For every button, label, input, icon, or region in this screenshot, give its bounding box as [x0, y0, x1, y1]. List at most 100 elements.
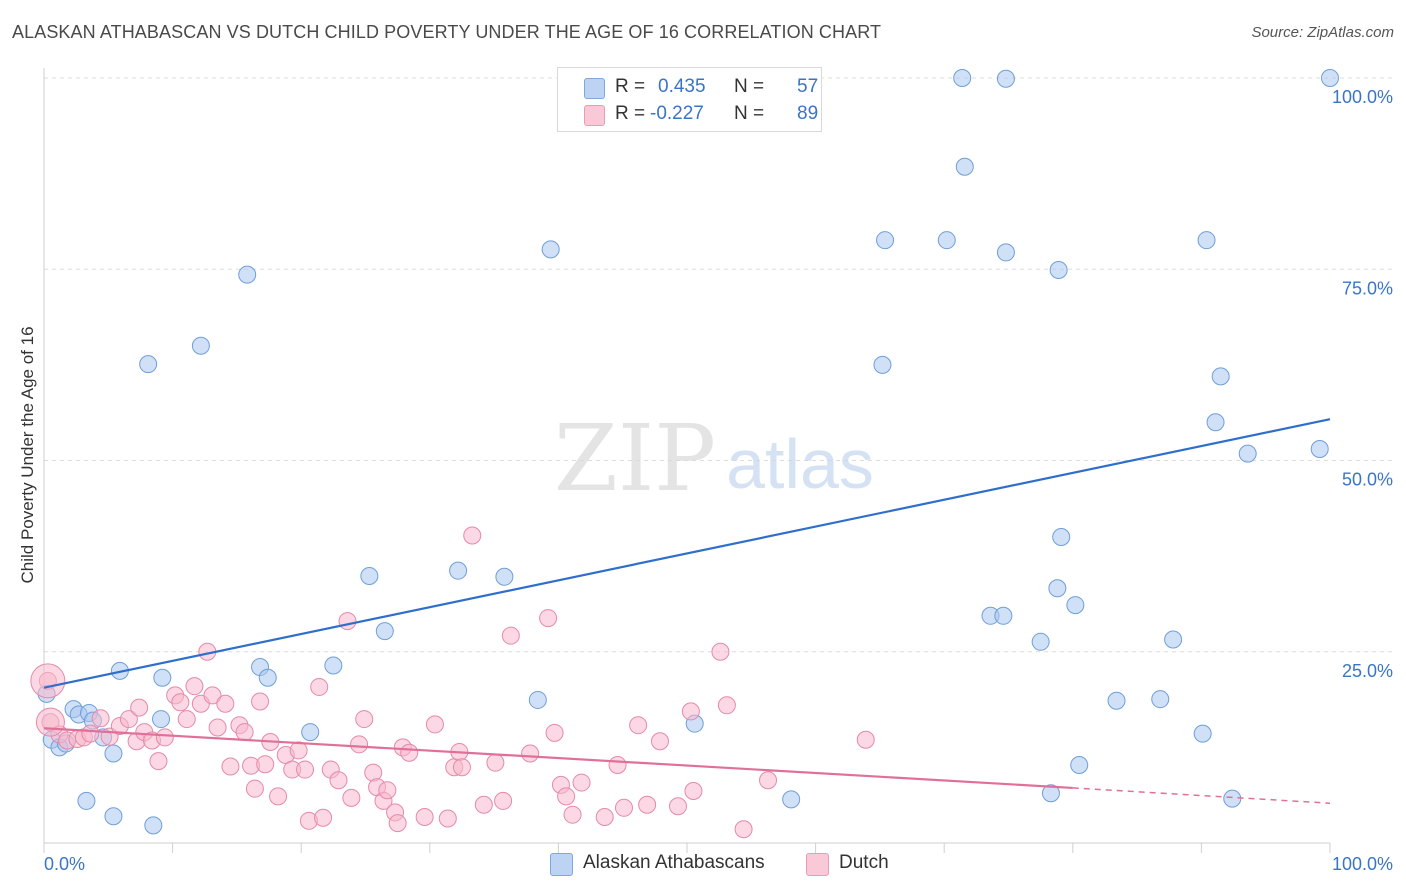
athabascan-point — [953, 69, 972, 87]
athabascan-point — [541, 240, 560, 259]
dutch-point — [650, 732, 669, 751]
dutch-point — [216, 694, 235, 713]
legend-r-value: 0.435 — [658, 76, 706, 97]
athabascan-point — [77, 791, 96, 810]
dutch-point — [856, 730, 875, 749]
athabascan-point — [1206, 413, 1225, 432]
athabascan-point — [1107, 691, 1126, 710]
athabascan-point — [955, 157, 974, 176]
legend-n-label: N = — [734, 103, 765, 124]
dutch-point — [314, 808, 333, 827]
athabascan-point — [104, 807, 123, 826]
legend-r-label: R = — [615, 103, 646, 124]
bottom-legend-swatch-dutch — [806, 853, 829, 876]
watermark-zip: ZIP — [554, 405, 716, 512]
y-tick-label: 50.0% — [1342, 470, 1393, 490]
athabascan-point — [937, 231, 956, 250]
dutch-point — [329, 771, 348, 790]
athabascan-point — [104, 744, 123, 763]
bottom-legend-swatch-athabascan — [550, 853, 573, 876]
dutch-point — [595, 807, 614, 826]
dutch-point — [269, 787, 288, 806]
athabascan-point — [996, 69, 1015, 88]
athabascan-point — [139, 355, 158, 374]
dutch-point — [130, 698, 149, 717]
athabascan-point — [324, 656, 343, 675]
dutch-point — [400, 743, 419, 762]
dutch-point — [501, 626, 520, 645]
athabascan-point — [876, 231, 895, 250]
source-label: Source: ZipAtlas.com — [1251, 24, 1394, 41]
athabascan-point — [528, 690, 547, 709]
dutch-point — [221, 757, 240, 776]
dutch-point — [629, 716, 648, 735]
dutch-point — [296, 760, 315, 779]
dutch-point — [289, 741, 308, 760]
dutch-point — [350, 735, 369, 754]
dutch-point — [185, 677, 204, 696]
athabascan-point — [301, 723, 320, 742]
athabascan-point — [996, 243, 1015, 262]
athabascan-point — [1211, 367, 1230, 386]
dutch-point — [759, 771, 778, 790]
legend-n-label: N = — [734, 76, 765, 97]
dutch-point — [342, 788, 361, 807]
dutch-point — [638, 795, 657, 814]
legend-n-value: 57 — [797, 76, 819, 97]
athabascan-point — [1238, 444, 1257, 463]
dutch-point — [521, 744, 540, 763]
dutch-point — [35, 707, 65, 737]
athabascan-point — [375, 622, 394, 641]
dutch-point — [203, 686, 222, 705]
dutch-point — [717, 696, 736, 715]
bottom-legend-label: Alaskan Athabascans — [583, 852, 765, 873]
athabascan-point — [191, 336, 210, 355]
athabascan-point — [449, 561, 468, 580]
dutch-point — [119, 710, 138, 729]
legend-r-value: -0.227 — [650, 103, 704, 124]
dutch-point — [572, 773, 591, 792]
correlation-legend: R = 0.435 N = 57 R = -0.227 N = 89 — [557, 67, 822, 132]
athabascan-point — [1070, 755, 1089, 774]
athabascan-point — [360, 567, 379, 586]
dutch-point — [557, 787, 576, 806]
dutch-point — [486, 753, 505, 772]
athabascan-point — [258, 668, 277, 687]
athabascan-point — [1197, 231, 1216, 250]
dutch-point — [711, 642, 730, 661]
athabascan-point — [1151, 690, 1170, 709]
dutch-point — [563, 805, 582, 824]
athabascan-point — [153, 668, 172, 687]
dutch-point — [30, 663, 66, 699]
dutch-point — [681, 702, 700, 721]
chart-title: ALASKAN ATHABASCAN VS DUTCH CHILD POVERT… — [12, 22, 882, 42]
dutch-point — [251, 692, 270, 711]
athabascan-point — [495, 567, 514, 586]
dutch-point — [684, 781, 703, 800]
x-tick-label: 0.0% — [44, 854, 85, 874]
y-tick-label: 75.0% — [1342, 278, 1393, 298]
y-tick-label: 25.0% — [1342, 661, 1393, 681]
athabascan-point — [1193, 724, 1212, 743]
athabascan-point — [1049, 261, 1068, 280]
athabascan-point — [152, 710, 171, 729]
athabascan-point — [994, 606, 1013, 625]
legend-n-value: 89 — [797, 103, 819, 124]
athabascan-point — [1066, 596, 1085, 615]
athabascan-point — [873, 355, 892, 374]
dutch-point — [235, 723, 254, 742]
dutch-point — [208, 718, 227, 737]
dutch-point — [256, 755, 275, 774]
dutch-trend-line — [43, 727, 1073, 790]
athabascan-point — [1041, 784, 1060, 803]
athabascan-point — [1031, 632, 1050, 651]
dutch-point — [539, 609, 558, 628]
dutch-point — [463, 526, 482, 545]
dutch-point — [177, 710, 196, 729]
athabascan-trend-line — [43, 418, 1331, 689]
dutch-point — [81, 724, 100, 743]
dutch-point — [338, 612, 357, 631]
athabascan-point — [1310, 440, 1329, 459]
dutch-point — [425, 715, 444, 734]
